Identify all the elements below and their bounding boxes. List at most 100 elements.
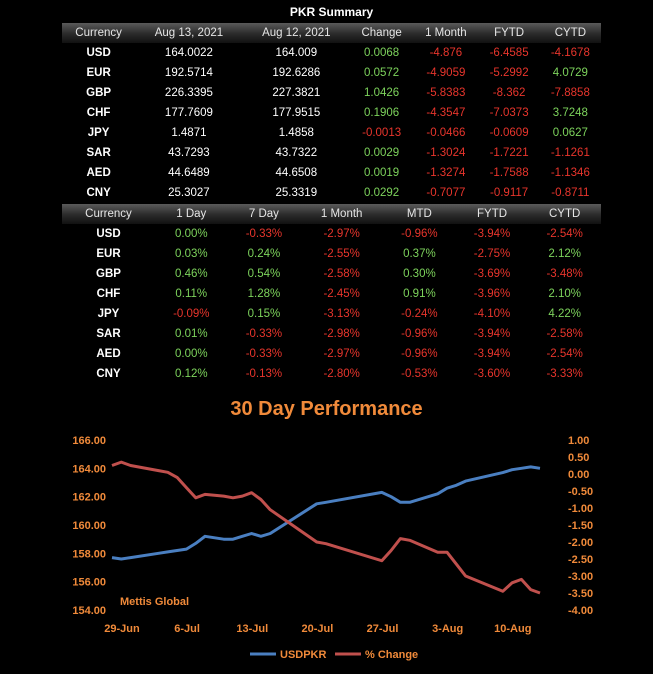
value-cell: -0.53% [401, 368, 438, 380]
value-cell: -0.8711 [551, 187, 590, 199]
value-cell: 2.10% [548, 288, 581, 300]
value-cell: 227.3821 [272, 87, 321, 99]
value-cell: 0.12% [174, 368, 208, 380]
currency-cell: GBP [96, 268, 121, 280]
legend-label: USDPKR [280, 649, 327, 661]
currency-cell: USD [86, 47, 111, 59]
value-cell: -2.80% [323, 368, 360, 380]
value-cell: 0.0029 [364, 147, 400, 159]
currency-cell: CHF [96, 288, 121, 300]
value-cell: -1.7588 [489, 167, 529, 179]
currency-cell: EUR [86, 67, 111, 79]
column-header: Currency [62, 23, 136, 43]
value-cell: -2.58% [323, 268, 360, 280]
table-row: SAR 0.01% -0.33% -2.98% -0.96% -3.94% -2.58% [62, 324, 601, 344]
left-tick-label: 158.00 [72, 548, 106, 560]
column-header: 1 Day [154, 204, 228, 224]
value-cell: -6.4585 [489, 47, 529, 59]
left-tick-label: 166.00 [72, 435, 106, 447]
value-cell: 44.6489 [168, 167, 210, 179]
value-cell: -0.33% [245, 228, 283, 240]
table-row: CHF 0.11% 1.28% -2.45% 0.91% -3.96% 2.10% [62, 284, 601, 304]
value-cell: -1.7221 [489, 147, 529, 159]
value-cell: -2.54% [546, 228, 583, 240]
value-cell: 4.0729 [552, 67, 588, 79]
value-cell: -0.9117 [490, 187, 529, 199]
table-row: GBP 226.3395 227.3821 1.0426 -5.8383 -8.362 -7… [62, 83, 601, 103]
currency-cell: SAR [86, 147, 111, 159]
column-header: FYTD [478, 23, 540, 43]
table-row: GBP 0.46% 0.54% -2.58% 0.30% -3.69% -3.48% [62, 264, 601, 284]
table-row: JPY 1.4871 1.4858 -0.0013 -0.0466 -0.0609 0.06… [62, 123, 601, 143]
value-cell: 0.91% [403, 288, 436, 300]
table-row: USD 164.0022 164.009 0.0068 -4.876 -6.4585 -4.… [62, 43, 601, 63]
value-cell: 44.6508 [275, 167, 318, 179]
column-header: Currency [62, 204, 155, 224]
currency-cell: CNY [86, 187, 111, 199]
currency-cell: JPY [97, 308, 120, 320]
value-cell: -3.94% [473, 348, 511, 360]
currency-cell: CNY [96, 368, 121, 380]
value-cell: -3.94% [473, 328, 511, 340]
value-cell: -0.33% [245, 348, 283, 360]
value-cell: 0.0627 [552, 127, 588, 139]
value-cell: 164.0022 [164, 47, 213, 59]
column-header: FYTD [455, 204, 529, 224]
currency-cell: AED [86, 167, 111, 179]
value-cell: -0.7077 [426, 187, 466, 199]
value-cell: 226.3395 [164, 87, 213, 99]
left-tick-label: 156.00 [72, 577, 106, 589]
value-cell: -2.75% [473, 248, 511, 260]
value-cell: -4.9059 [426, 67, 466, 79]
table-row: EUR 0.03% 0.24% -2.55% 0.37% -2.75% 2.12% [62, 244, 601, 264]
right-tick-label: 1.00 [568, 435, 589, 447]
right-tick-label: -2.00 [568, 537, 593, 549]
legend: USDPKR % Change [250, 649, 418, 661]
watermark-text: Mettis Global [120, 596, 189, 608]
column-header: CYTD [539, 23, 601, 43]
value-cell: 1.4858 [278, 127, 314, 139]
value-cell: 0.0068 [364, 47, 400, 59]
column-header: CYTD [528, 204, 601, 224]
value-cell: -3.48% [546, 268, 583, 280]
right-tick-label: -3.50 [568, 588, 593, 600]
value-cell: 177.9515 [272, 107, 321, 119]
right-tick-label: -4.00 [568, 605, 593, 617]
value-cell: -3.96% [473, 288, 511, 300]
left-tick-label: 154.00 [72, 605, 106, 617]
value-cell: 0.15% [247, 308, 281, 320]
value-cell: 192.5714 [164, 67, 213, 79]
value-cell: -2.45% [323, 288, 360, 300]
value-cell: 0.00% [174, 348, 208, 360]
value-cell: -0.96% [401, 328, 438, 340]
column-header: Change [350, 23, 414, 43]
value-cell: -2.98% [323, 328, 360, 340]
value-cell: 0.37% [403, 248, 436, 260]
table-row: CHF 177.7609 177.9515 0.1906 -4.3547 -7.0373 3… [62, 103, 601, 123]
value-cell: -5.8383 [426, 87, 466, 99]
value-cell: -0.0013 [362, 127, 402, 139]
chart-title: 30 Day Performance [230, 398, 423, 420]
value-cell: -7.8858 [550, 87, 590, 99]
column-header: 1 Month [300, 204, 384, 224]
value-cell: 0.24% [247, 248, 281, 260]
table-row: AED 0.00% -0.33% -2.97% -0.96% -3.94% -2.54% [62, 344, 601, 364]
value-cell: 177.7609 [164, 107, 213, 119]
value-cell: 3.7248 [552, 107, 588, 119]
value-cell: -2.97% [323, 348, 360, 360]
table-row: JPY -0.09% 0.15% -3.13% -0.24% -4.10% 4.22% [62, 304, 601, 324]
value-cell: 0.30% [403, 268, 436, 280]
series-line-0 [111, 465, 541, 561]
value-cell: 0.46% [174, 268, 208, 280]
value-cell: 0.03% [174, 248, 208, 260]
value-cell: 1.28% [247, 288, 281, 300]
value-cell: -2.97% [323, 228, 360, 240]
value-cell: -4.3547 [426, 107, 466, 119]
table-row: CNY 25.3027 25.3319 0.0292 -0.7077 -0.9117 -0.… [62, 183, 601, 203]
value-cell: -4.1678 [550, 47, 590, 59]
currency-cell: CHF [86, 107, 111, 119]
value-cell: -1.3024 [426, 147, 466, 159]
currency-cell: USD [96, 228, 121, 240]
value-cell: 1.0426 [364, 87, 400, 99]
value-cell: -3.94% [473, 228, 511, 240]
